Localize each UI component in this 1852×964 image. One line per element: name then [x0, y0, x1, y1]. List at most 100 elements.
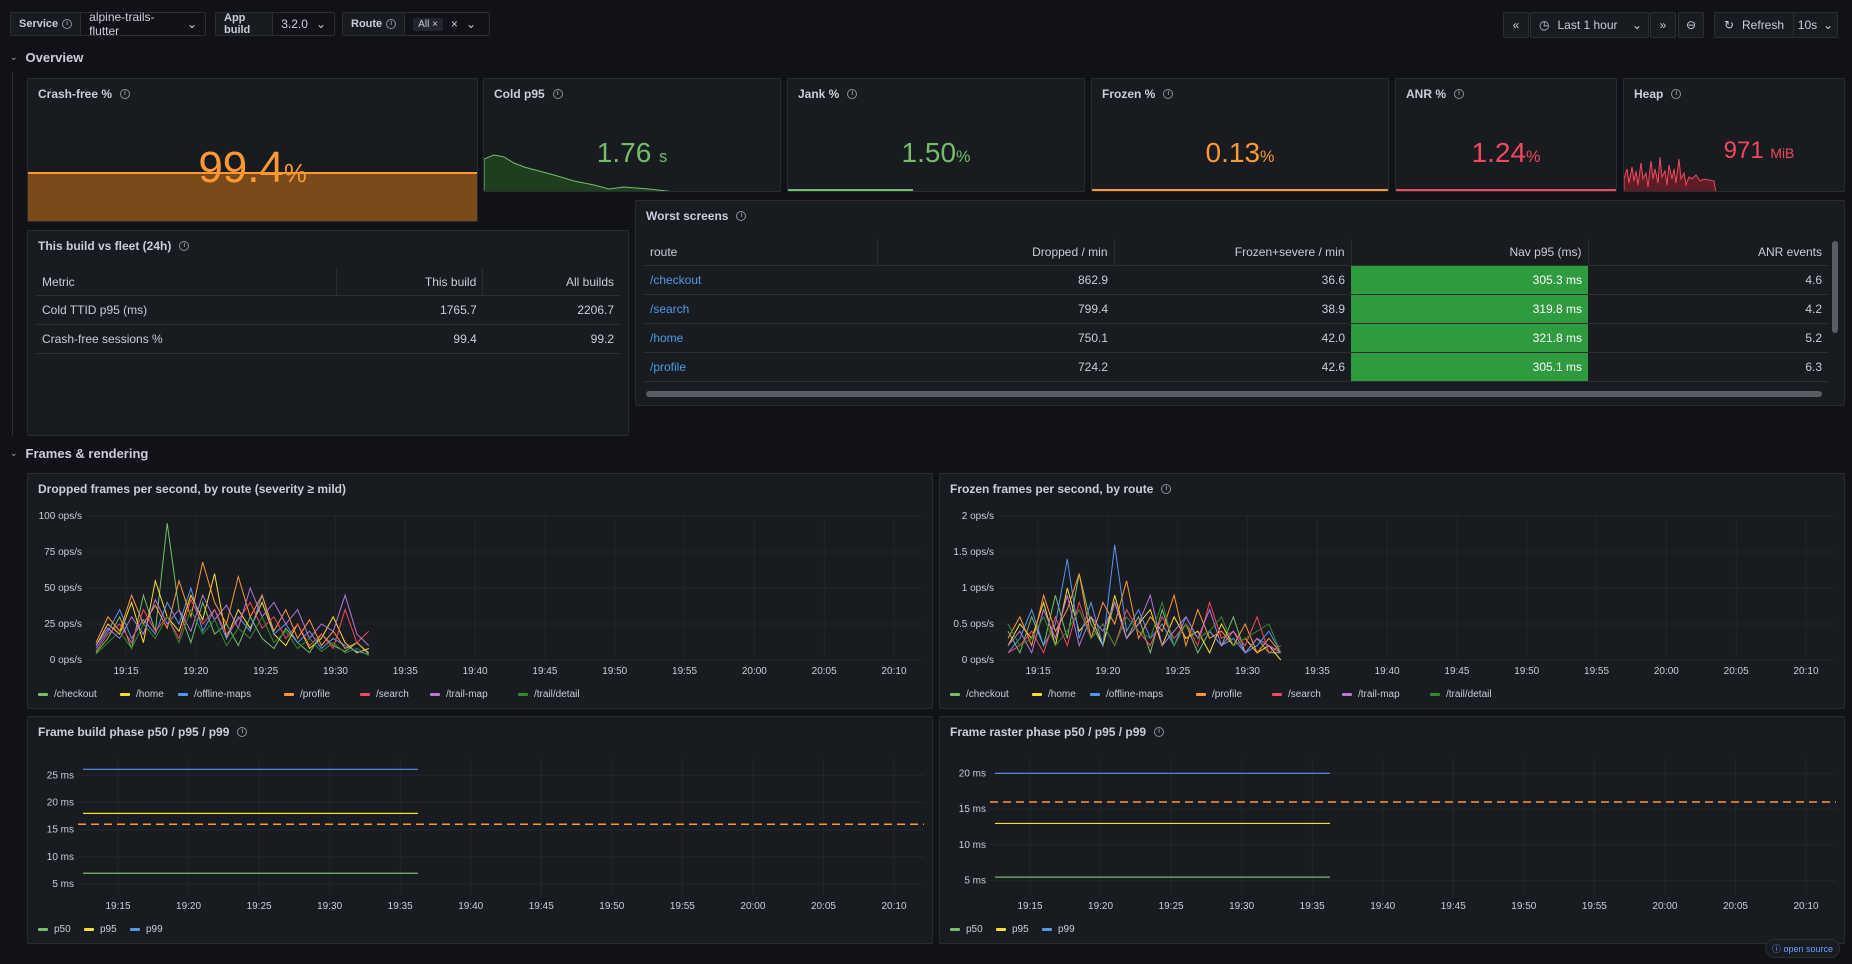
route-link[interactable]: /home: [644, 323, 877, 353]
row-frames-rendering[interactable]: ⌄ Frames & rendering: [10, 446, 148, 461]
refresh-interval-picker[interactable]: 10s ⌄: [1793, 12, 1838, 38]
info-icon: i: [179, 241, 190, 251]
legend-item: /profile: [300, 689, 330, 700]
cell-nav-p95: 305.1 ms: [1351, 352, 1588, 382]
refresh-button[interactable]: ↻ Refresh: [1714, 12, 1794, 38]
x-tick-label: 19:25: [247, 901, 272, 912]
route-variable[interactable]: Route i All × × ⌄: [342, 12, 490, 36]
legend-swatch: [430, 693, 440, 696]
column-header-this-build[interactable]: This build: [336, 269, 484, 296]
column-header-nav-p95[interactable]: Nav p95 (ms): [1351, 239, 1589, 266]
time-range-picker[interactable]: ◷ Last 1 hour ⌄: [1530, 12, 1649, 38]
stat-panel-crash-free[interactable]: Crash-free % i 99.4%: [27, 78, 478, 222]
panel-title: ANR %: [1406, 87, 1447, 101]
frame-raster-chart: 5 ms 10 ms 15 ms 20 ms 19:15 19:20 19:25 19:30 1…: [950, 759, 1836, 935]
panel-build-vs-fleet[interactable]: This build vs fleet (24h) i Metric This b…: [27, 230, 629, 436]
table-row: /search 799.4 38.9 319.8 ms 4.2: [644, 294, 1828, 324]
stat-background-fill: [28, 172, 477, 221]
legend-item: /trail-map: [446, 689, 488, 700]
legend-item: p95: [100, 924, 117, 935]
cell-this-build: 1765.7: [336, 295, 483, 325]
panel-title: Frozen frames per second, by route: [950, 482, 1154, 496]
column-header-route[interactable]: route: [644, 239, 878, 266]
legend-swatch: [178, 693, 188, 696]
x-tick-label: 19:20: [176, 901, 201, 912]
info-icon: i: [62, 19, 73, 29]
column-header-frozen[interactable]: Frozen+severe / min: [1114, 239, 1352, 266]
time-forward-button[interactable]: »: [1650, 12, 1676, 38]
x-tick-label: 19:55: [670, 901, 695, 912]
y-tick-label: 5 ms: [964, 876, 986, 887]
info-icon: i: [1154, 727, 1165, 737]
vertical-scrollbar[interactable]: [1832, 241, 1838, 333]
panel-frozen-frames[interactable]: Frozen frames per second, by route i 0 op…: [939, 473, 1845, 709]
y-tick-label: 75 ops/s: [44, 547, 82, 558]
y-tick-label: 25 ops/s: [44, 619, 82, 630]
column-header-all-builds[interactable]: All builds: [482, 269, 620, 296]
legend-swatch: [38, 693, 48, 696]
zoom-out-button[interactable]: ⊖: [1678, 12, 1704, 38]
y-tick-label: 5 ms: [52, 879, 74, 890]
x-tick-label: 19:45: [1441, 901, 1466, 912]
panel-title: Jank %: [798, 87, 840, 101]
column-header-metric[interactable]: Metric: [36, 269, 338, 296]
stat-panel-heap[interactable]: Heap i 971 MiB: [1623, 78, 1845, 192]
horizontal-scrollbar[interactable]: [646, 391, 1822, 397]
panel-frame-build[interactable]: Frame build phase p50 / p95 / p99 i 5 ms 1…: [27, 716, 933, 944]
route-link[interactable]: /profile: [644, 352, 877, 382]
route-link[interactable]: /checkout: [644, 265, 877, 295]
app-build-value[interactable]: 3.2.0: [281, 17, 308, 31]
service-value[interactable]: alpine-trails-flutter: [89, 10, 155, 38]
column-header-anr[interactable]: ANR events: [1588, 239, 1828, 266]
open-source-label: open source: [1783, 944, 1833, 954]
stat-panel-jank[interactable]: Jank % i 1.50%: [787, 78, 1085, 192]
cell-frozen: 38.9: [1114, 294, 1351, 324]
sparkline: [1396, 189, 1616, 191]
table-row: /home 750.1 42.0 321.8 ms 5.2: [644, 323, 1828, 353]
x-tick-label: 19:35: [1305, 666, 1330, 677]
cell-dropped: 724.2: [877, 352, 1114, 382]
y-tick-label: 100 ops/s: [39, 511, 82, 522]
stat-panel-anr[interactable]: ANR % i 1.24%: [1395, 78, 1617, 192]
clock-icon: ◷: [1539, 18, 1550, 32]
stat-panel-frozen[interactable]: Frozen % i 0.13%: [1091, 78, 1389, 192]
panel-worst-screens[interactable]: Worst screens i route Dropped / min Froze…: [635, 200, 1845, 406]
info-icon: i: [1671, 89, 1682, 99]
x-tick-label: 20:10: [1793, 901, 1818, 912]
time-back-button[interactable]: «: [1503, 12, 1529, 38]
route-link[interactable]: /search: [644, 294, 877, 324]
legend-item: /home: [1048, 689, 1076, 700]
x-tick-label: 19:50: [602, 666, 627, 677]
service-variable[interactable]: Service i alpine-trails-flutter ⌄: [10, 10, 206, 38]
open-source-badge[interactable]: ⓘ open source: [1764, 939, 1840, 958]
info-icon: i: [237, 727, 248, 737]
route-chip[interactable]: All ×: [413, 17, 443, 31]
panel-title: Frame build phase p50 / p95 / p99: [38, 725, 230, 739]
x-tick-label: 20:05: [1723, 901, 1748, 912]
refresh-icon: ↻: [1723, 18, 1735, 32]
column-header-dropped[interactable]: Dropped / min: [877, 239, 1115, 266]
table-row: /checkout 862.9 36.6 305.3 ms 4.6: [644, 265, 1828, 295]
close-icon[interactable]: ×: [432, 18, 438, 30]
series-line-search: [95, 598, 370, 652]
series-line-search: [1007, 600, 1282, 655]
top-bar: Service i alpine-trails-flutter ⌄ App buil…: [0, 0, 1852, 48]
time-range-label: Last 1 hour: [1557, 18, 1618, 32]
app-build-variable[interactable]: App build 3.2.0 ⌄: [215, 12, 335, 36]
row-divider: [12, 72, 13, 436]
x-tick-label: 19:40: [1375, 666, 1400, 677]
panel-title: Cold p95: [494, 87, 545, 101]
stat-panel-cold-p95[interactable]: Cold p95 i 1.76 s: [483, 78, 781, 192]
stat-value: 1.50%: [901, 137, 971, 168]
panel-frame-raster[interactable]: Frame raster phase p50 / p95 / p99 i 5 ms…: [939, 716, 1845, 944]
x-tick-label: 20:05: [811, 901, 836, 912]
legend-swatch: [996, 928, 1006, 931]
frozen-frames-chart: 0 ops/s 0.5 ops/s 1 ops/s 1.5 ops/s 2 ops/s 1…: [950, 511, 1836, 700]
legend-swatch: [518, 693, 528, 696]
series-line-offline-maps: [1007, 544, 1282, 654]
row-overview[interactable]: ⌄ Overview: [10, 50, 83, 65]
route-label: Route: [351, 18, 383, 30]
panel-dropped-frames[interactable]: Dropped frames per second, by route (sev…: [27, 473, 933, 709]
x-tick-label: 19:45: [1444, 666, 1469, 677]
clear-icon[interactable]: ×: [450, 17, 458, 31]
